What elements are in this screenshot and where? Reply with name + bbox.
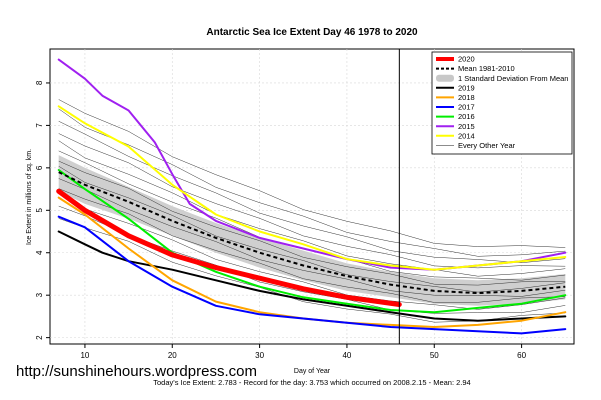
- x-axis-label: Day of Year: [294, 368, 331, 375]
- legend-label: 2017: [458, 103, 475, 112]
- legend-label: 2018: [458, 93, 475, 102]
- other-year-line: [58, 99, 566, 248]
- series-line-2020: [56, 188, 402, 307]
- legend-label: Mean 1981-2010: [458, 64, 515, 73]
- other-year-line: [58, 178, 566, 297]
- legend-label: Every Other Year: [458, 141, 516, 150]
- x-tick-label: 50: [430, 351, 439, 360]
- other-year-line: [58, 108, 566, 257]
- legend-label: 2015: [458, 122, 475, 131]
- watermark-text: http://sunshinehours.wordpress.com: [16, 363, 257, 380]
- series-line-2017: [57, 215, 567, 335]
- legend-label: 2020: [458, 55, 475, 64]
- y-ticks: 2 3 4 5 6 7 8: [35, 80, 50, 340]
- x-tick-label: 40: [342, 351, 351, 360]
- std-band: [58, 155, 566, 306]
- legend-label: 1 Standard Deviation From Mean: [458, 74, 568, 83]
- legend-box: [431, 51, 573, 155]
- other-year-line: [58, 120, 566, 263]
- plot-area-frame: [49, 48, 575, 345]
- legend-label: 2016: [458, 112, 475, 121]
- x-tick-label: 30: [255, 351, 264, 360]
- std-band-group: [58, 155, 566, 306]
- chart-title: Antarctic Sea Ice Extent Day 46 1978 to …: [206, 27, 418, 38]
- x-tick-label: 10: [80, 351, 89, 360]
- footer-text: Today's Ice Extent: 2.783 - Record for t…: [153, 378, 470, 387]
- other-year-line: [58, 193, 566, 310]
- legend-label: 2019: [458, 83, 475, 92]
- x-tick-label: 60: [517, 351, 526, 360]
- other-year-line: [58, 133, 566, 269]
- y-tick-label: 4: [35, 250, 44, 255]
- other-year-line: [58, 165, 566, 293]
- series-line-2014: [57, 105, 567, 271]
- other-year-line: [58, 160, 566, 286]
- series-line-2016: [57, 169, 567, 314]
- y-tick-label: 5: [35, 208, 44, 213]
- series-group: [56, 58, 567, 335]
- y-tick-label: 7: [35, 123, 44, 128]
- series-line-2019: [57, 230, 567, 322]
- x-tick-label: 20: [168, 351, 177, 360]
- y-tick-label: 8: [35, 80, 44, 85]
- other-year-line: [58, 188, 566, 303]
- other-year-line: [58, 140, 566, 277]
- y-tick-label: 2: [35, 335, 44, 340]
- series-line-mean: [58, 171, 566, 295]
- legend-swatch: [436, 74, 454, 82]
- y-tick-label: 6: [35, 165, 44, 170]
- y-axis-label: Ice Extent in millions of sq. km.: [26, 149, 33, 245]
- legend-label: 2014: [458, 131, 475, 140]
- y-tick-label: 3: [35, 292, 44, 297]
- x-ticks: 10 20 30 40 50 60: [80, 344, 527, 360]
